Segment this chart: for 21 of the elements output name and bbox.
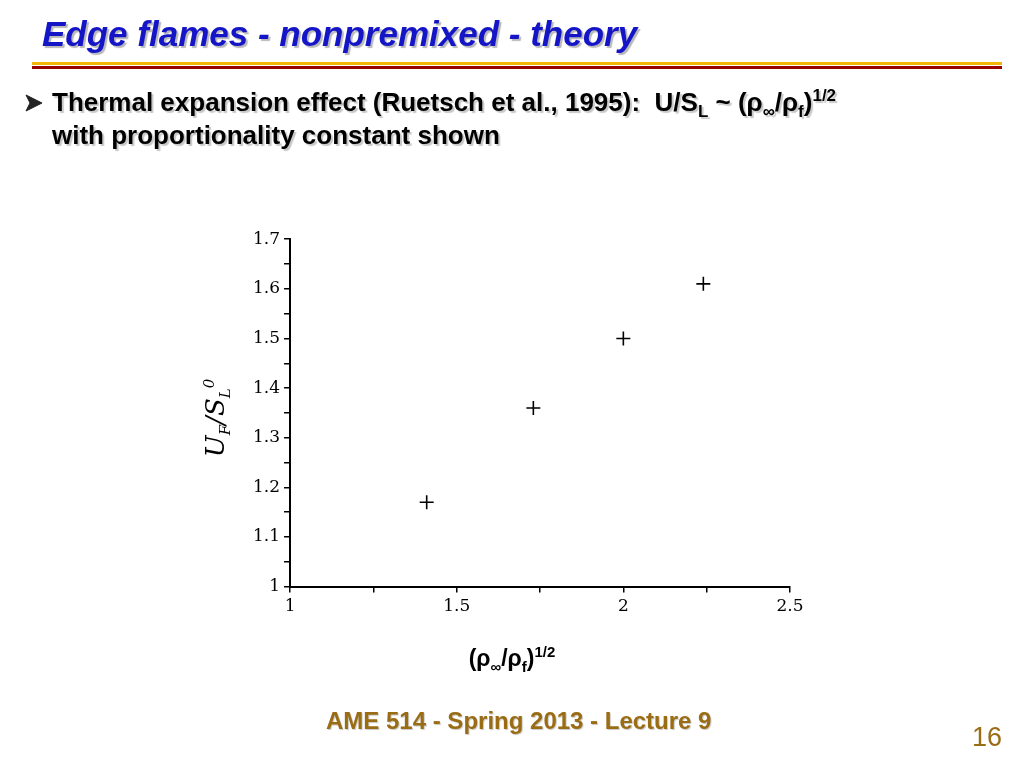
x-axis-title: (ρ$_{∞}$/ρ$_{f}$)$^{1/2}$ — [468, 643, 556, 675]
x-tick-label: 2 — [617, 595, 629, 616]
y-tick-label: 1.4 — [252, 376, 281, 397]
text: Thermal expansion effect (Ruetsch et al., 1995): U/S$_{L}$ ~ (ρ$_{∞}$/ρ$_{f}$)$^{1/2}$ with proportionality constant shown — [52, 86, 837, 150]
y-tick-label: 1.1 — [252, 525, 281, 546]
text: 16 — [971, 722, 1002, 753]
y-tick-label: 1 — [269, 575, 281, 596]
y-tick-label: 1.2 — [252, 475, 281, 496]
point — [695, 276, 712, 292]
y-tick-label: 1.5 — [252, 326, 281, 347]
y-tick-label: 1.3 — [252, 426, 281, 447]
point — [615, 330, 632, 347]
y-tick-label: 1.6 — [252, 277, 281, 298]
chart-title: Edge flames - nonpremixed - theory — [42, 14, 638, 54]
x-tick-label: 1.5 — [443, 595, 471, 616]
text: AME 514 - Spring 2013 - Lecture 9 — [326, 707, 712, 735]
point — [525, 400, 542, 416]
x-tick-label: 1 — [284, 595, 296, 616]
y-tick-label: 1.7 — [252, 227, 281, 248]
x-tick-label: 2.5 — [776, 595, 804, 616]
point — [418, 494, 435, 511]
